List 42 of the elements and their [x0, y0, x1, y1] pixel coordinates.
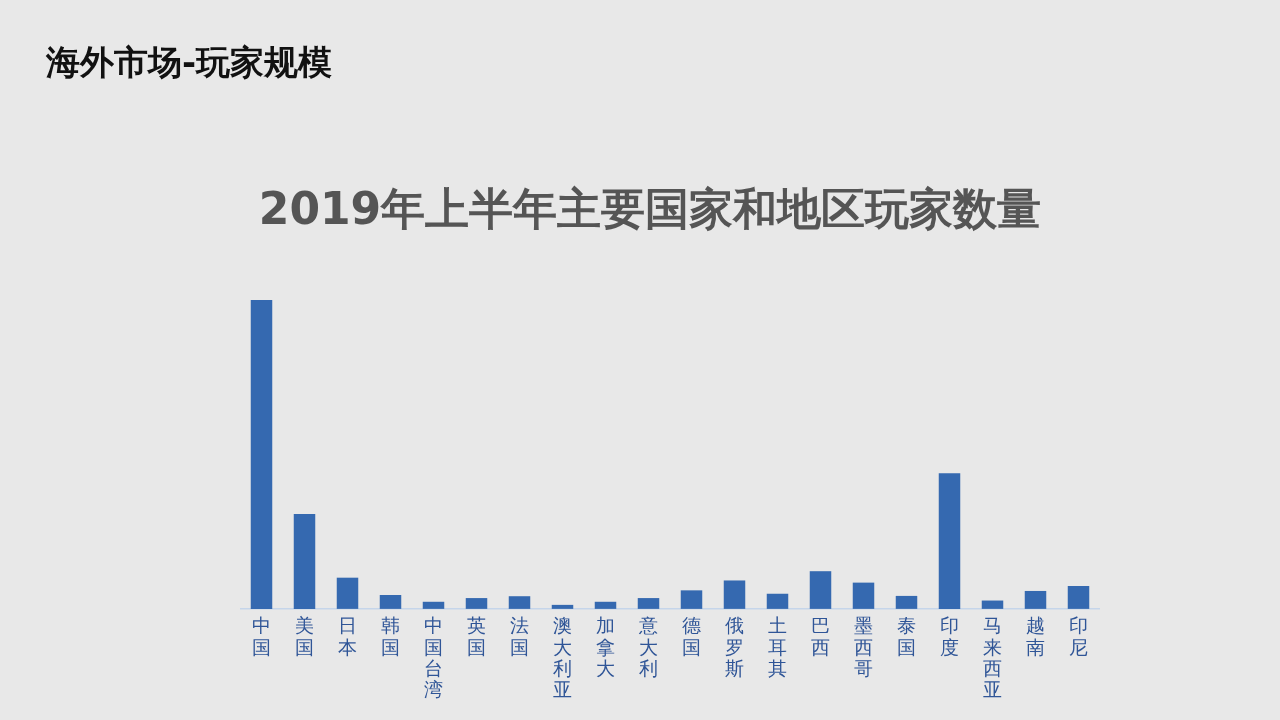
bar: [508, 596, 531, 609]
x-tick-label: 巴西: [811, 614, 830, 658]
bar: [981, 600, 1004, 609]
bar: [1024, 590, 1047, 609]
x-tick-label: 墨西哥: [854, 614, 873, 680]
bar: [551, 604, 574, 609]
x-tick-label: 日本: [338, 614, 357, 658]
x-tick-label: 泰国: [897, 614, 916, 658]
x-tick-label: 俄罗斯: [725, 614, 744, 680]
bar: [594, 601, 617, 609]
x-tick-label: 土耳其: [768, 614, 787, 680]
bar: [723, 580, 746, 609]
x-tick-label: 印尼: [1069, 614, 1088, 658]
x-tick-label: 马来西亚: [983, 614, 1002, 701]
bar: [336, 577, 359, 609]
bar: [895, 595, 918, 609]
x-tick-label: 加拿大: [596, 614, 615, 680]
bar: [680, 590, 703, 609]
bar: [809, 571, 832, 609]
bar: [1067, 586, 1090, 609]
x-tick-label: 中国: [252, 614, 271, 658]
bar: [250, 300, 273, 609]
bar: [637, 598, 660, 609]
x-tick-label: 越南: [1026, 614, 1045, 658]
x-tick-label: 澳大利亚: [553, 614, 572, 701]
x-tick-label: 德国: [682, 614, 701, 658]
x-tick-label: 印度: [940, 614, 959, 658]
bar: [938, 473, 961, 609]
x-tick-label: 意大利: [638, 614, 658, 680]
x-tick-label: 韩国: [381, 614, 400, 658]
x-tick-label: 法国: [510, 614, 529, 658]
x-tick-label: 中国台湾: [424, 614, 443, 701]
bar: [465, 598, 488, 609]
bar: [293, 514, 316, 609]
bar: [766, 593, 789, 609]
x-tick-label: 美国: [295, 614, 314, 658]
x-tick-label: 英国: [467, 614, 486, 658]
bar: [852, 582, 875, 609]
bar: [379, 594, 402, 609]
chart-subtitle: 2019年上半年主要国家和地区玩家数量: [257, 182, 1043, 236]
bar: [422, 601, 445, 609]
chart-title: 海外市场-玩家规模: [46, 41, 333, 84]
